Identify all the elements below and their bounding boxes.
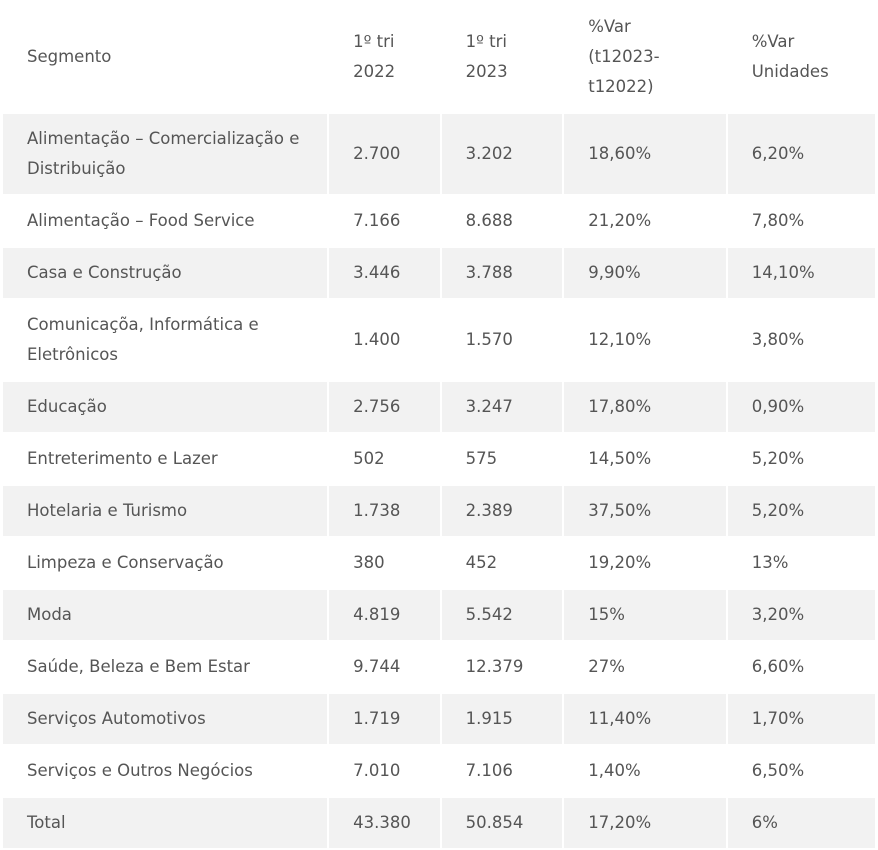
table-row: Saúde, Beleza e Bem Estar 9.744 12.379 27% 6… [3,642,875,692]
header-1tri-2023: 1º tri 2023 [441,2,563,112]
cell-value-2023: 12.379 [441,642,563,692]
table-row: Serviços Automotivos 1.719 1.915 11,40% 1,70… [3,694,875,744]
cell-value-2023: 3.202 [441,114,563,194]
cell-segment: Casa e Construção [3,248,328,298]
cell-value-2023: 8.688 [441,196,563,246]
cell-segment: Educação [3,382,328,432]
table-row: Limpeza e Conservação 380 452 19,20% 13% [3,538,875,588]
cell-value-2022: 43.380 [329,798,440,848]
cell-value-2023: 5.542 [441,590,563,640]
cell-var-units: 1,70% [727,694,875,744]
table-row: Total 43.380 50.854 17,20% 6% [3,798,875,848]
cell-value-2023: 3.788 [441,248,563,298]
table-header: Segmento 1º tri 2022 1º tri 2023 %Var (t120… [3,2,875,112]
table-body: Alimentação – Comercialização e Distribu… [3,114,875,848]
cell-var-units: 13% [727,538,875,588]
cell-value-2022: 7.166 [329,196,440,246]
cell-var-units: 3,20% [727,590,875,640]
table-row: Hotelaria e Turismo 1.738 2.389 37,50% 5,20% [3,486,875,536]
table-row: Educação 2.756 3.247 17,80% 0,90% [3,382,875,432]
table-row: Casa e Construção 3.446 3.788 9,90% 14,10% [3,248,875,298]
cell-segment: Alimentação – Food Service [3,196,328,246]
cell-var-units: 5,20% [727,434,875,484]
cell-var-percent: 18,60% [564,114,726,194]
cell-var-percent: 14,50% [564,434,726,484]
cell-var-units: 6,50% [727,746,875,796]
cell-value-2022: 4.819 [329,590,440,640]
cell-segment: Limpeza e Conservação [3,538,328,588]
cell-value-2023: 1.570 [441,300,563,380]
cell-segment: Moda [3,590,328,640]
cell-var-percent: 37,50% [564,486,726,536]
table-row: Serviços e Outros Negócios 7.010 7.106 1,40… [3,746,875,796]
cell-value-2023: 1.915 [441,694,563,744]
cell-value-2022: 2.756 [329,382,440,432]
cell-var-percent: 19,20% [564,538,726,588]
cell-value-2022: 1.400 [329,300,440,380]
cell-value-2023: 2.389 [441,486,563,536]
cell-value-2023: 452 [441,538,563,588]
table-row: Alimentação – Food Service 7.166 8.688 21,2… [3,196,875,246]
cell-var-units: 0,90% [727,382,875,432]
cell-segment: Serviços e Outros Negócios [3,746,328,796]
header-1tri-2022: 1º tri 2022 [329,2,440,112]
cell-value-2023: 50.854 [441,798,563,848]
cell-segment: Hotelaria e Turismo [3,486,328,536]
cell-segment: Saúde, Beleza e Bem Estar [3,642,328,692]
cell-var-percent: 15% [564,590,726,640]
cell-segment: Serviços Automotivos [3,694,328,744]
cell-var-units: 6,60% [727,642,875,692]
cell-value-2023: 575 [441,434,563,484]
header-var: %Var (t12023- t12022) [564,2,726,112]
table-row: Moda 4.819 5.542 15% 3,20% [3,590,875,640]
cell-var-percent: 21,20% [564,196,726,246]
cell-var-percent: 12,10% [564,300,726,380]
table-row: Comunicaçõa, Informática e Eletrônicos 1.… [3,300,875,380]
cell-var-percent: 9,90% [564,248,726,298]
cell-var-units: 6,20% [727,114,875,194]
cell-var-percent: 17,80% [564,382,726,432]
header-var-unidades: %Var Unidades [727,2,875,112]
table-row: Entreterimento e Lazer 502 575 14,50% 5,20% [3,434,875,484]
cell-value-2023: 7.106 [441,746,563,796]
cell-value-2022: 9.744 [329,642,440,692]
cell-var-units: 5,20% [727,486,875,536]
cell-segment: Alimentação – Comercialização e Distribu… [3,114,328,194]
cell-var-units: 6% [727,798,875,848]
header-row: Segmento 1º tri 2022 1º tri 2023 %Var (t120… [3,2,875,112]
cell-value-2022: 380 [329,538,440,588]
cell-var-percent: 27% [564,642,726,692]
cell-value-2022: 1.719 [329,694,440,744]
cell-var-units: 14,10% [727,248,875,298]
cell-var-percent: 11,40% [564,694,726,744]
cell-value-2022: 3.446 [329,248,440,298]
header-segmento: Segmento [3,2,328,112]
cell-value-2022: 1.738 [329,486,440,536]
table-row: Alimentação – Comercialização e Distribu… [3,114,875,194]
cell-value-2022: 2.700 [329,114,440,194]
cell-value-2022: 7.010 [329,746,440,796]
cell-var-units: 3,80% [727,300,875,380]
cell-segment: Entreterimento e Lazer [3,434,328,484]
cell-segment: Comunicaçõa, Informática e Eletrônicos [3,300,328,380]
cell-var-percent: 1,40% [564,746,726,796]
cell-segment: Total [3,798,328,848]
cell-var-percent: 17,20% [564,798,726,848]
cell-var-units: 7,80% [727,196,875,246]
cell-value-2023: 3.247 [441,382,563,432]
cell-value-2022: 502 [329,434,440,484]
